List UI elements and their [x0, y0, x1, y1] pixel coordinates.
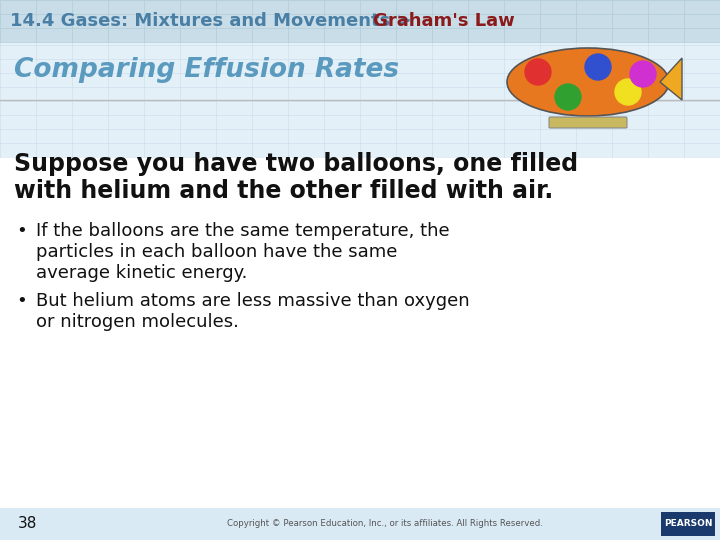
- Ellipse shape: [507, 48, 669, 116]
- FancyBboxPatch shape: [0, 42, 720, 157]
- Text: 14.4 Gases: Mixtures and Movements >: 14.4 Gases: Mixtures and Movements >: [10, 12, 418, 30]
- Text: •: •: [16, 292, 27, 310]
- Text: Graham's Law: Graham's Law: [373, 12, 515, 30]
- Polygon shape: [660, 58, 682, 100]
- Text: •: •: [16, 222, 27, 240]
- Circle shape: [615, 79, 641, 105]
- Text: 38: 38: [18, 516, 37, 531]
- Text: Copyright © Pearson Education, Inc., or its affiliates. All Rights Reserved.: Copyright © Pearson Education, Inc., or …: [227, 519, 543, 529]
- Text: PEARSON: PEARSON: [664, 519, 712, 529]
- Circle shape: [585, 54, 611, 80]
- Text: But helium atoms are less massive than oxygen: But helium atoms are less massive than o…: [36, 292, 469, 310]
- FancyBboxPatch shape: [0, 0, 720, 42]
- FancyBboxPatch shape: [661, 512, 715, 536]
- Circle shape: [525, 59, 551, 85]
- Text: If the balloons are the same temperature, the: If the balloons are the same temperature…: [36, 222, 449, 240]
- FancyBboxPatch shape: [549, 117, 627, 128]
- FancyBboxPatch shape: [0, 508, 720, 540]
- Text: or nitrogen molecules.: or nitrogen molecules.: [36, 313, 239, 331]
- Circle shape: [555, 84, 581, 110]
- Text: Comparing Effusion Rates: Comparing Effusion Rates: [14, 57, 399, 83]
- Circle shape: [630, 61, 656, 87]
- Text: average kinetic energy.: average kinetic energy.: [36, 264, 248, 282]
- Text: particles in each balloon have the same: particles in each balloon have the same: [36, 243, 397, 261]
- Text: Suppose you have two balloons, one filled: Suppose you have two balloons, one fille…: [14, 152, 578, 176]
- Text: with helium and the other filled with air.: with helium and the other filled with ai…: [14, 179, 553, 203]
